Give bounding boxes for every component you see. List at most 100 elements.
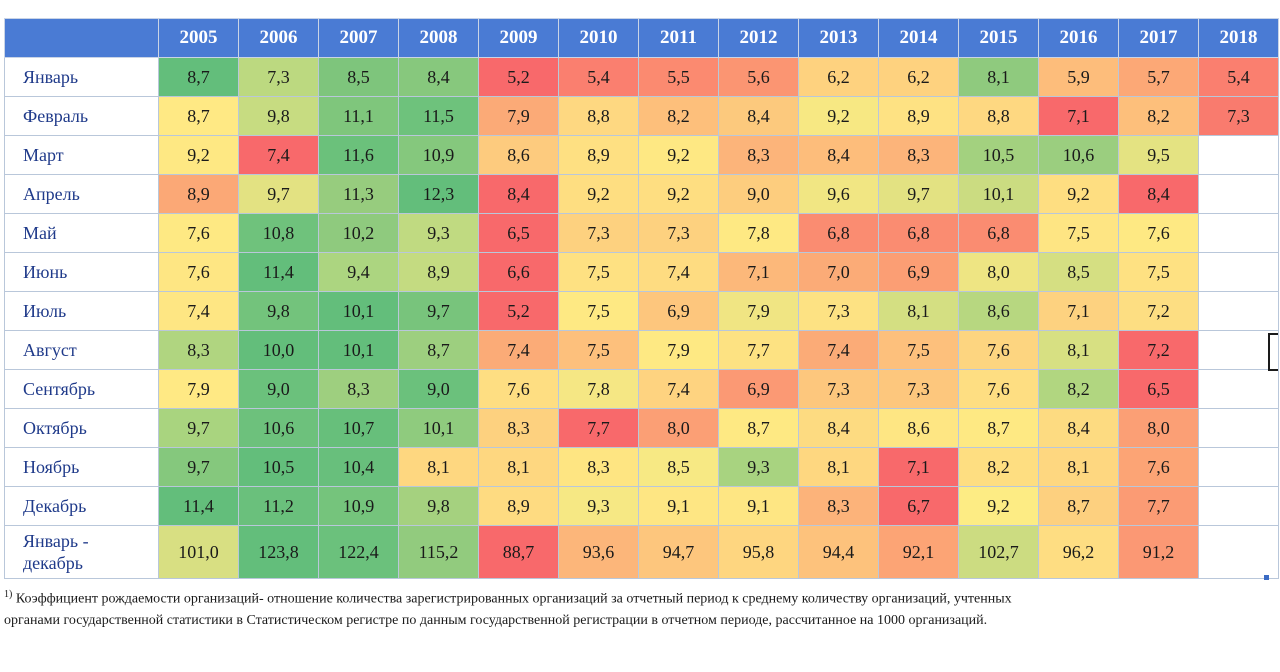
value-cell[interactable]: 8,3 bbox=[558, 447, 639, 487]
value-cell[interactable]: 8,9 bbox=[478, 486, 559, 526]
value-cell[interactable]: 9,7 bbox=[398, 291, 479, 331]
value-cell[interactable]: 7,3 bbox=[878, 369, 959, 409]
value-cell[interactable]: 11,6 bbox=[318, 135, 399, 175]
value-cell[interactable]: 7,0 bbox=[798, 252, 879, 292]
value-cell[interactable]: 8,4 bbox=[718, 96, 799, 136]
value-cell[interactable]: 123,8 bbox=[238, 525, 319, 579]
value-cell[interactable]: 5,7 bbox=[1118, 57, 1199, 97]
value-cell[interactable]: 7,7 bbox=[1118, 486, 1199, 526]
value-cell[interactable]: 7,9 bbox=[638, 330, 719, 370]
value-cell[interactable]: 7,1 bbox=[878, 447, 959, 487]
value-cell[interactable]: 8,2 bbox=[958, 447, 1039, 487]
value-cell[interactable]: 7,8 bbox=[558, 369, 639, 409]
value-cell[interactable]: 8,4 bbox=[478, 174, 559, 214]
value-cell[interactable]: 11,2 bbox=[238, 486, 319, 526]
value-cell[interactable]: 7,6 bbox=[1118, 447, 1199, 487]
value-cell[interactable]: 8,6 bbox=[478, 135, 559, 175]
value-cell[interactable]: 7,5 bbox=[1118, 252, 1199, 292]
value-cell[interactable]: 102,7 bbox=[958, 525, 1039, 579]
value-cell[interactable]: 8,7 bbox=[958, 408, 1039, 448]
value-cell[interactable]: 8,3 bbox=[158, 330, 239, 370]
value-cell[interactable]: 10,1 bbox=[318, 330, 399, 370]
value-cell[interactable]: 7,3 bbox=[798, 291, 879, 331]
value-cell[interactable]: 6,7 bbox=[878, 486, 959, 526]
value-cell[interactable]: 8,8 bbox=[958, 96, 1039, 136]
value-cell[interactable]: 7,4 bbox=[638, 252, 719, 292]
value-cell[interactable]: 6,8 bbox=[958, 213, 1039, 253]
value-cell[interactable]: 9,7 bbox=[238, 174, 319, 214]
value-cell[interactable]: 7,1 bbox=[1038, 291, 1119, 331]
value-cell[interactable]: 8,9 bbox=[558, 135, 639, 175]
value-cell[interactable]: 101,0 bbox=[158, 525, 239, 579]
empty-cell[interactable] bbox=[1198, 447, 1279, 487]
value-cell[interactable]: 95,8 bbox=[718, 525, 799, 579]
value-cell[interactable]: 6,8 bbox=[878, 213, 959, 253]
value-cell[interactable]: 8,3 bbox=[478, 408, 559, 448]
value-cell[interactable]: 10,1 bbox=[318, 291, 399, 331]
value-cell[interactable]: 9,3 bbox=[718, 447, 799, 487]
value-cell[interactable]: 7,5 bbox=[558, 330, 639, 370]
value-cell[interactable]: 96,2 bbox=[1038, 525, 1119, 579]
value-cell[interactable]: 5,4 bbox=[1198, 57, 1279, 97]
empty-cell[interactable] bbox=[1198, 291, 1279, 331]
value-cell[interactable]: 9,2 bbox=[158, 135, 239, 175]
value-cell[interactable]: 11,4 bbox=[158, 486, 239, 526]
value-cell[interactable]: 7,3 bbox=[558, 213, 639, 253]
value-cell[interactable]: 7,6 bbox=[1118, 213, 1199, 253]
value-cell[interactable]: 8,6 bbox=[878, 408, 959, 448]
value-cell[interactable]: 8,8 bbox=[558, 96, 639, 136]
value-cell[interactable]: 7,6 bbox=[158, 252, 239, 292]
value-cell[interactable]: 6,2 bbox=[798, 57, 879, 97]
empty-cell[interactable] bbox=[1198, 252, 1279, 292]
value-cell[interactable]: 8,1 bbox=[1038, 330, 1119, 370]
value-cell[interactable]: 9,2 bbox=[558, 174, 639, 214]
value-cell[interactable]: 8,1 bbox=[478, 447, 559, 487]
value-cell[interactable]: 7,7 bbox=[718, 330, 799, 370]
value-cell[interactable]: 8,7 bbox=[158, 57, 239, 97]
value-cell[interactable]: 9,0 bbox=[718, 174, 799, 214]
value-cell[interactable]: 7,5 bbox=[1038, 213, 1119, 253]
value-cell[interactable]: 9,6 bbox=[798, 174, 879, 214]
value-cell[interactable]: 8,0 bbox=[638, 408, 719, 448]
value-cell[interactable]: 7,1 bbox=[718, 252, 799, 292]
value-cell[interactable]: 10,4 bbox=[318, 447, 399, 487]
value-cell[interactable]: 5,6 bbox=[718, 57, 799, 97]
value-cell[interactable]: 9,1 bbox=[718, 486, 799, 526]
value-cell[interactable]: 7,6 bbox=[958, 330, 1039, 370]
value-cell[interactable]: 9,0 bbox=[398, 369, 479, 409]
value-cell[interactable]: 6,5 bbox=[1118, 369, 1199, 409]
value-cell[interactable]: 7,4 bbox=[238, 135, 319, 175]
value-cell[interactable]: 6,9 bbox=[638, 291, 719, 331]
value-cell[interactable]: 7,2 bbox=[1118, 291, 1199, 331]
value-cell[interactable]: 8,4 bbox=[398, 57, 479, 97]
value-cell[interactable]: 9,2 bbox=[798, 96, 879, 136]
value-cell[interactable]: 10,6 bbox=[1038, 135, 1119, 175]
value-cell[interactable]: 6,5 bbox=[478, 213, 559, 253]
value-cell[interactable]: 7,4 bbox=[798, 330, 879, 370]
value-cell[interactable]: 6,2 bbox=[878, 57, 959, 97]
value-cell[interactable]: 10,1 bbox=[958, 174, 1039, 214]
value-cell[interactable]: 10,2 bbox=[318, 213, 399, 253]
value-cell[interactable]: 7,4 bbox=[478, 330, 559, 370]
value-cell[interactable]: 6,6 bbox=[478, 252, 559, 292]
value-cell[interactable]: 8,6 bbox=[958, 291, 1039, 331]
value-cell[interactable]: 7,7 bbox=[558, 408, 639, 448]
value-cell[interactable]: 9,8 bbox=[238, 96, 319, 136]
value-cell[interactable]: 9,1 bbox=[638, 486, 719, 526]
value-cell[interactable]: 94,4 bbox=[798, 525, 879, 579]
value-cell[interactable]: 9,3 bbox=[398, 213, 479, 253]
value-cell[interactable]: 9,2 bbox=[638, 135, 719, 175]
value-cell[interactable]: 7,8 bbox=[718, 213, 799, 253]
empty-cell[interactable] bbox=[1198, 330, 1279, 370]
value-cell[interactable]: 8,9 bbox=[158, 174, 239, 214]
empty-cell[interactable] bbox=[1198, 135, 1279, 175]
value-cell[interactable]: 8,2 bbox=[1118, 96, 1199, 136]
value-cell[interactable]: 8,7 bbox=[158, 96, 239, 136]
value-cell[interactable]: 93,6 bbox=[558, 525, 639, 579]
value-cell[interactable]: 8,7 bbox=[718, 408, 799, 448]
value-cell[interactable]: 9,5 bbox=[1118, 135, 1199, 175]
value-cell[interactable]: 7,9 bbox=[718, 291, 799, 331]
value-cell[interactable]: 115,2 bbox=[398, 525, 479, 579]
value-cell[interactable]: 11,5 bbox=[398, 96, 479, 136]
value-cell[interactable]: 9,8 bbox=[238, 291, 319, 331]
